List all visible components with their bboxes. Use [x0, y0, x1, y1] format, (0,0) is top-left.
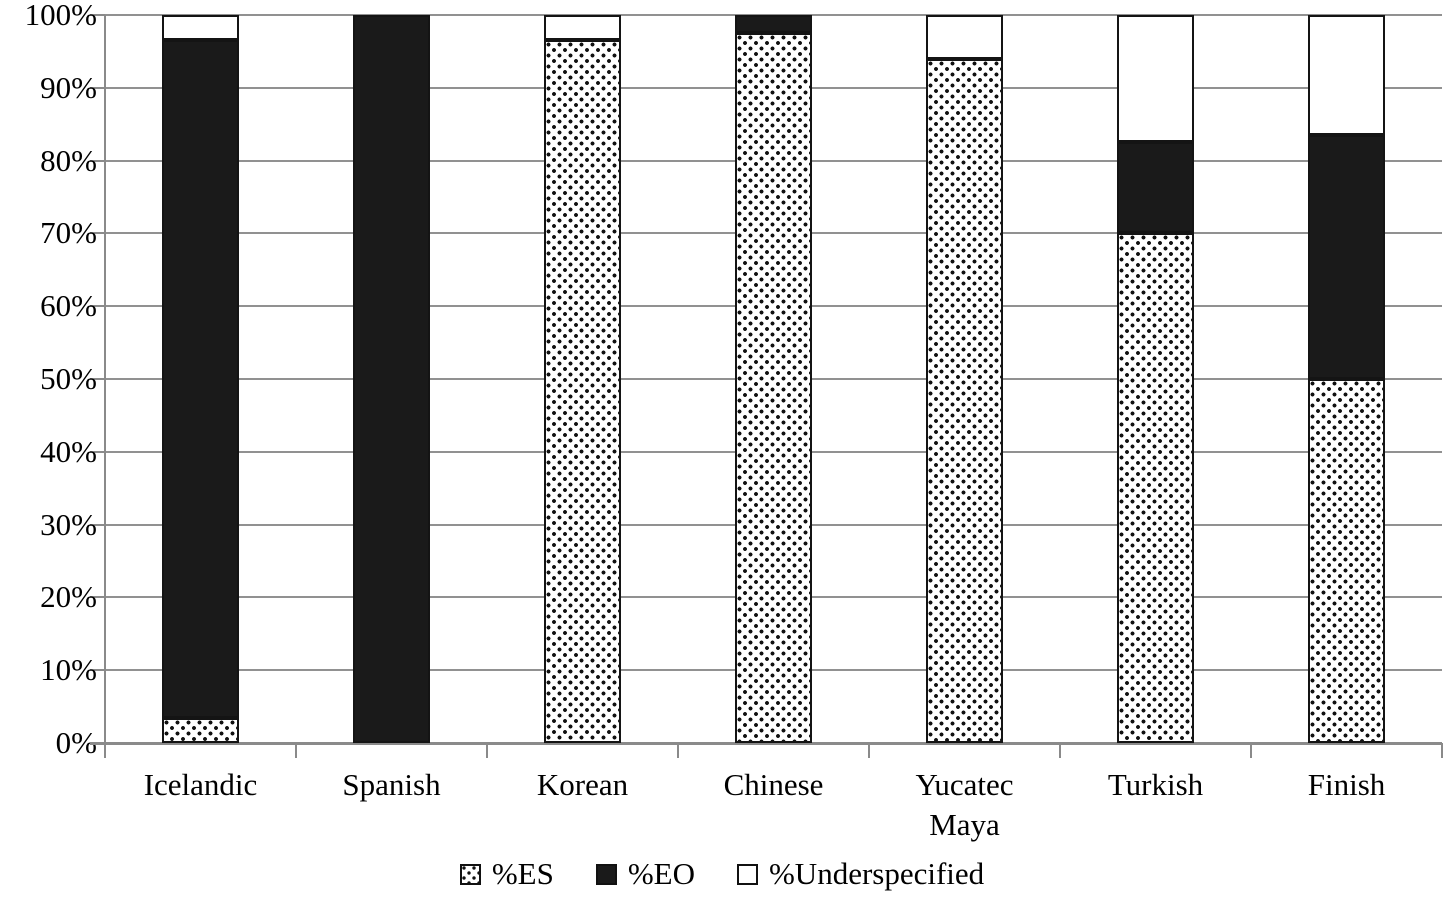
bar-segment-es	[926, 58, 1003, 743]
bar-segment-underspecified	[1117, 15, 1194, 143]
x-category-label-text: Finish	[1307, 767, 1386, 802]
bar-segment-eo	[1117, 142, 1194, 234]
x-category-label: Yucatec Maya	[869, 765, 1060, 845]
legend-label-eo: %EO	[627, 856, 695, 891]
x-axis-tick	[1059, 743, 1061, 758]
x-category-label: Icelandic	[105, 765, 296, 805]
bar-segment-es	[735, 33, 812, 743]
legend-item-es: %ES	[459, 856, 554, 892]
x-category-label-text: Turkish	[1107, 767, 1204, 802]
legend-item-underspecified: %Underspecified	[736, 856, 985, 892]
x-axis-tick	[295, 743, 297, 758]
y-axis-tick	[90, 232, 105, 235]
y-axis-tick	[90, 159, 105, 162]
legend-item-eo: %EO	[595, 856, 695, 892]
x-category-label-text: Yucatec Maya	[915, 767, 1014, 842]
legend-label-underspecified: %Underspecified	[768, 856, 985, 891]
x-category-label: Korean	[487, 765, 678, 805]
bar-segment-eo	[162, 40, 239, 718]
y-tick-label: 40%	[40, 433, 97, 469]
y-tick-label: 90%	[40, 69, 97, 105]
bar-segment-eo	[353, 15, 430, 743]
x-category-label-text: Spanish	[342, 767, 441, 802]
x-category-label: Chinese	[678, 765, 869, 805]
y-tick-label: 0%	[55, 725, 97, 760]
y-tick-label: 20%	[40, 579, 97, 615]
y-axis-tick	[90, 86, 105, 89]
bar-segment-eo	[735, 15, 812, 34]
y-tick-label: 100%	[24, 0, 97, 32]
y-axis-tick	[90, 450, 105, 453]
y-axis-line	[104, 15, 106, 758]
x-category-label-text: Korean	[536, 767, 629, 802]
x-axis-line	[90, 742, 1442, 745]
bar-segment-es	[1117, 233, 1194, 743]
y-tick-label: 60%	[40, 288, 97, 324]
bar-segment-eo	[1308, 135, 1385, 379]
y-tick-label: 50%	[40, 361, 97, 396]
x-axis-tick	[486, 743, 488, 758]
y-axis-tick	[90, 14, 105, 16]
y-axis-tick	[90, 523, 105, 526]
x-category-label: Turkish	[1060, 765, 1251, 805]
bar-segment-underspecified	[1308, 15, 1385, 136]
bar-segment-underspecified	[162, 15, 239, 41]
legend-swatch-underspecified-icon	[736, 863, 758, 885]
bar-segment-es	[544, 40, 621, 743]
x-axis-tick	[677, 743, 679, 758]
x-category-label: Finish	[1251, 765, 1442, 805]
x-axis-tick	[1441, 743, 1443, 758]
x-category-label-text: Icelandic	[143, 767, 258, 802]
x-category-label: Spanish	[296, 765, 487, 805]
bar-segment-underspecified	[926, 15, 1003, 59]
y-axis-tick	[90, 596, 105, 599]
y-axis-tick	[90, 669, 105, 672]
legend-label-es: %ES	[491, 856, 554, 891]
bar-segment-underspecified	[544, 15, 621, 41]
legend-swatch-eo-icon	[595, 863, 617, 885]
y-axis-tick	[90, 378, 105, 380]
x-axis-tick	[104, 743, 106, 758]
legend-swatch-es-icon	[459, 863, 481, 885]
bar-segment-es	[162, 717, 239, 743]
y-tick-label: 70%	[40, 215, 97, 251]
y-tick-label: 80%	[40, 142, 97, 178]
x-axis-tick	[1250, 743, 1252, 758]
chart-legend: %ES %EO %Underspecified	[0, 856, 1444, 892]
bar-segment-es	[1308, 379, 1385, 743]
y-tick-label: 30%	[40, 506, 97, 542]
y-tick-label: 10%	[40, 652, 97, 688]
x-axis-tick	[868, 743, 870, 758]
x-category-label-text: Chinese	[723, 767, 824, 802]
y-axis-tick	[90, 305, 105, 308]
